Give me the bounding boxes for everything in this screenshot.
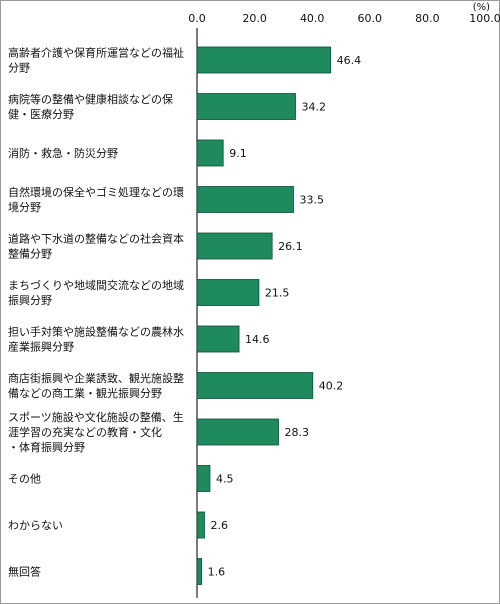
category-label-line: 分野 [8, 62, 30, 75]
bar-value-label: 2.6 [210, 519, 228, 532]
category-label: 消防・救急・防災分野 [8, 146, 118, 160]
category-label-line: 高齢者介護や保育所運営などの福祉 [8, 46, 184, 60]
bar-value-label: 33.5 [299, 194, 324, 207]
category-label: 病院等の整備や健康相談などの保健・医療分野 [8, 92, 173, 121]
category-label-line: 産業振興分野 [8, 340, 74, 354]
category-label-line: 健・医療分野 [8, 107, 74, 121]
bar [196, 325, 240, 353]
category-label-line: 涯学習の充実などの教育・文化 [8, 425, 162, 439]
bar-value-label: 14.6 [245, 333, 270, 346]
bar-value-label: 9.1 [229, 147, 247, 160]
category-label-line: 自然環境の保全やゴミ処理などの環 [8, 185, 184, 199]
category-label-line: 担い手対策や施設整備などの農林水 [8, 325, 184, 339]
bar [196, 418, 279, 446]
category-label-line: 道路や下水道の整備などの社会資本 [8, 232, 184, 246]
category-label: 高齢者介護や保育所運営などの福祉分野 [8, 46, 184, 75]
category-label-line: 境分野 [8, 200, 41, 214]
bar [196, 139, 224, 167]
category-label: わからない [8, 519, 63, 532]
category-label: 商店街振興や企業誘致、観光施設整備などの商工業・観光振興分野 [8, 371, 184, 400]
category-label-line: ・体育振興分野 [8, 440, 85, 454]
category-label: まちづくりや地域間交流などの地域振興分野 [8, 278, 184, 307]
bar [196, 558, 203, 585]
category-label: スポーツ施設や文化施設の整備、生涯学習の充実などの教育・文化・体育振興分野 [8, 410, 184, 454]
bar [196, 511, 205, 539]
x-tick-label: 80.0 [415, 12, 440, 25]
bar [196, 465, 211, 492]
bar [196, 372, 314, 399]
category-label-line: 病院等の整備や健康相談などの保 [8, 92, 173, 106]
bar-value-label: 46.4 [337, 54, 362, 67]
category-label: 担い手対策や施設整備などの農林水産業振興分野 [8, 325, 184, 354]
bar [196, 186, 294, 213]
bar-value-label: 34.2 [301, 101, 326, 114]
category-label-line: 振興分野 [8, 293, 52, 307]
category-label: 自然環境の保全やゴミ処理などの環境分野 [8, 185, 184, 214]
category-label-line: スポーツ施設や文化施設の整備、生 [8, 410, 184, 424]
bar-value-label: 28.3 [285, 426, 310, 439]
bar-value-label: 40.2 [319, 380, 344, 393]
category-label: 無回答 [8, 565, 41, 579]
bar-value-label: 4.5 [216, 473, 234, 486]
x-tick-label: 100.0 [469, 12, 500, 25]
category-label-line: 消防・救急・防災分野 [8, 146, 118, 160]
category-label-line: わからない [8, 519, 63, 532]
bar-value-label: 26.1 [278, 240, 303, 253]
bar [196, 232, 273, 260]
x-tick-label: 40.0 [300, 12, 325, 25]
unit-label: (%) [472, 2, 490, 13]
bar [196, 93, 296, 120]
category-label-line: まちづくりや地域間交流などの地域 [8, 278, 184, 292]
x-tick-label: 20.0 [242, 12, 267, 25]
category-label: その他 [8, 473, 41, 486]
bar [196, 279, 260, 306]
bar-value-label: 21.5 [265, 287, 290, 300]
bar-value-label: 1.6 [208, 566, 226, 579]
x-tick-label: 60.0 [358, 12, 383, 25]
category-label-line: 無回答 [8, 565, 41, 579]
category-label-line: その他 [8, 473, 41, 486]
category-label-line: 商店街振興や企業誘致、観光施設整 [8, 371, 184, 385]
x-tick-label: 0.0 [188, 12, 206, 25]
category-label: 道路や下水道の整備などの社会資本整備分野 [8, 232, 184, 261]
category-label-line: 整備分野 [8, 247, 52, 261]
category-label-line: 備などの商工業・観光振興分野 [8, 386, 162, 400]
bar [196, 46, 332, 74]
